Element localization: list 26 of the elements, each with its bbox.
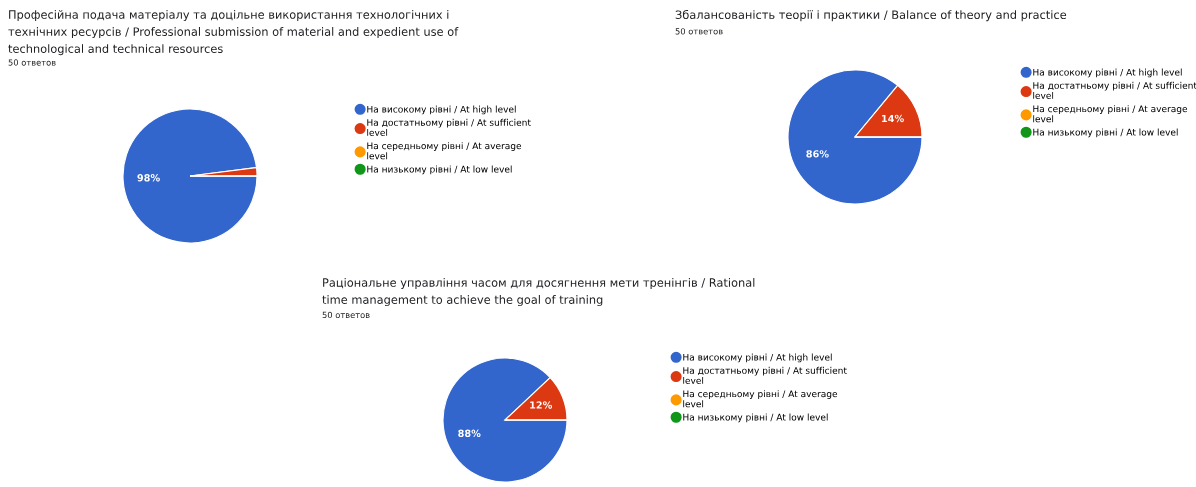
legend-label: На середньому рівні / At average level — [367, 142, 522, 160]
legend-label: На високому рівні / At high level — [1033, 68, 1182, 78]
data-label: 86% — [806, 150, 829, 158]
text: 50 ответов — [8, 59, 56, 66]
legend-label: На середньому рівні / At average level — [683, 390, 838, 408]
chart-title: Раціональне управління часом для досягнення мети тренінгів / Rational time management to achieve the goal of training — [322, 278, 755, 307]
data-label: 12% — [530, 401, 553, 409]
pie-slice — [787, 69, 923, 205]
chart-title: Професійна подача матеріалу та доцільне використання технологічних і технічних ресурсів / Professional submission of material and expedient use of technological and technical resources — [8, 10, 459, 56]
legend-label: На достатньому рівні / At sufficient level — [367, 118, 531, 136]
legend-label: На низькому рівні / At low level — [683, 413, 828, 423]
data-label: 88% — [458, 429, 481, 437]
legend-label: На низькому рівні / At low level — [1033, 128, 1178, 138]
data-label: 14% — [882, 114, 904, 123]
legend-label: На низькому рівні / At low level — [367, 165, 512, 175]
data-label: 98% — [137, 174, 160, 182]
pie-slice — [442, 357, 568, 483]
legend-label: На середньому рівні / At average level — [1033, 105, 1188, 123]
legend-label: На достатньому рівні / At sufficient level — [683, 366, 847, 384]
chart-title: Збалансованість теорії і практики / Balance of theory and practice — [675, 10, 1067, 22]
text: 50 ответов — [322, 311, 370, 319]
legend-label: На високому рівні / At high level — [367, 105, 516, 115]
pie-slice — [122, 108, 258, 244]
legend-label: На достатньому рівні / At sufficient level — [1033, 81, 1196, 99]
text: 50 ответов — [675, 28, 723, 35]
legend-label: На високому рівні / At high level — [683, 353, 832, 363]
